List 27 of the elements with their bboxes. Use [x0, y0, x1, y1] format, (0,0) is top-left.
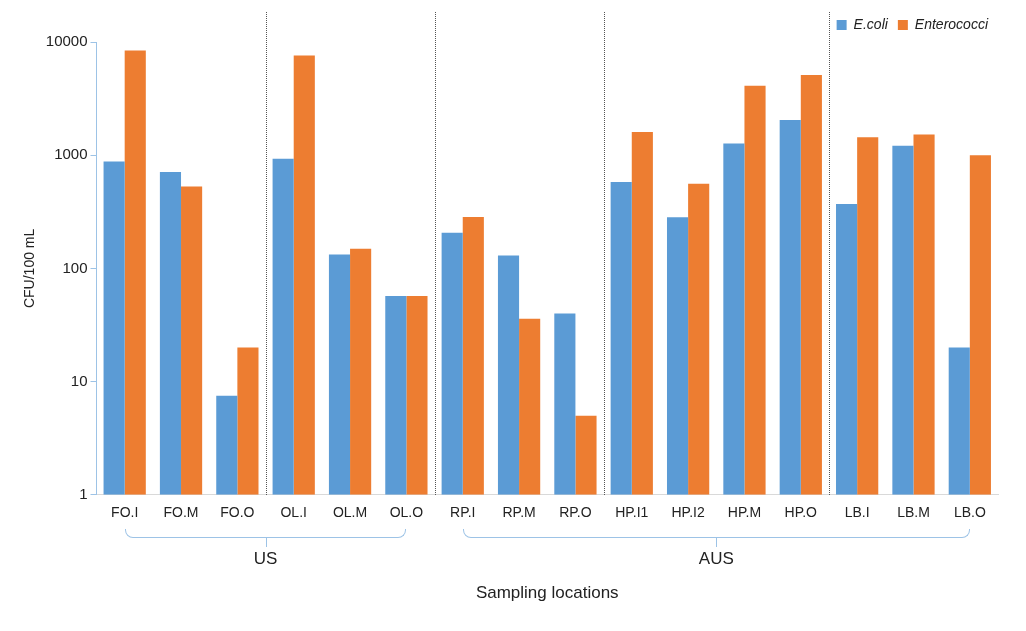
x-axis-title: Sampling locations [475, 583, 619, 603]
x-tick-label: FO.I [111, 504, 139, 521]
x-tick-label: HP.I2 [671, 504, 705, 521]
y-tick-label: 1 [79, 484, 88, 502]
x-tick-label: HP.O [784, 504, 818, 521]
x-tick-label: LB.O [953, 504, 986, 521]
x-tick-label: OL.M [332, 504, 368, 521]
text: AUS [697, 548, 735, 569]
y-axis-title: CFU/100 mL [21, 228, 38, 309]
x-tick-label: RP.I [450, 504, 476, 521]
x-tick-label: FO.O [220, 504, 255, 521]
text: US [252, 548, 279, 569]
x-tick-label: FO.M [163, 504, 199, 521]
x-tick-label: RP.M [502, 504, 536, 521]
x-tick-label: HP.M [727, 504, 762, 521]
x-tick-label: LB.I [844, 504, 870, 521]
x-tick-label: OL.O [389, 504, 424, 521]
x-tick-label: OL.I [280, 504, 307, 521]
x-tick-label: RP.O [559, 504, 592, 521]
y-tick-label: 10 [70, 371, 88, 389]
x-tick-label: HP.I1 [615, 504, 649, 521]
legend-label: Enterococci [914, 15, 989, 32]
x-tick-label: LB.M [897, 504, 930, 521]
legend-label: E.coli [853, 15, 889, 32]
y-tick-label: 100 [62, 258, 88, 276]
y-tick-label: 10000 [45, 32, 88, 50]
y-tick-label: 1000 [54, 145, 88, 163]
